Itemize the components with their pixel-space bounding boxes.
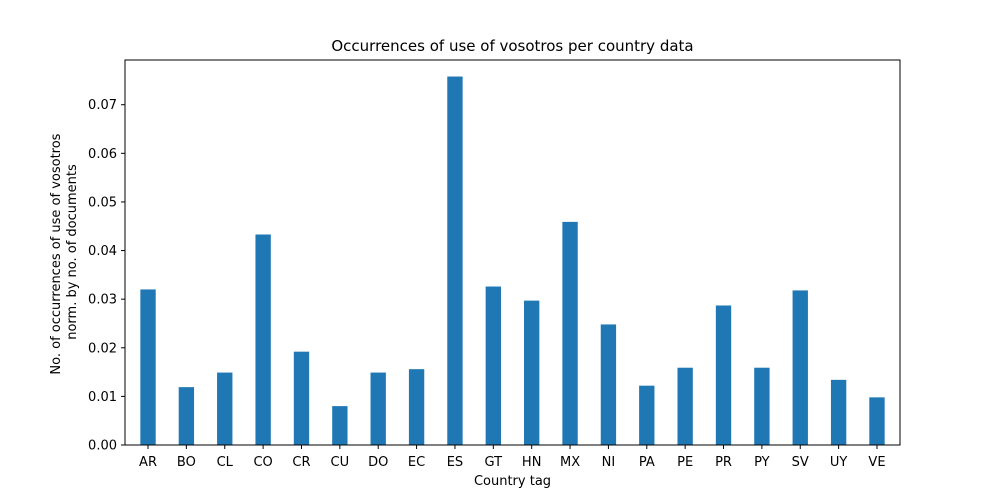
bar-co (255, 234, 271, 445)
bar-do (370, 372, 386, 445)
y-tick-label: 0.07 (88, 98, 117, 113)
bar-gt (485, 286, 501, 445)
x-tick-label-ar: AR (139, 455, 157, 470)
y-tick-label: 0.05 (88, 195, 117, 210)
x-tick-label-hn: HN (522, 455, 542, 470)
x-tick-label-co: CO (253, 455, 272, 470)
x-tick-label-gt: GT (485, 455, 503, 470)
bar-ec (408, 369, 425, 445)
x-tick-label-pr: PR (715, 455, 732, 470)
bar-pr (715, 305, 732, 445)
y-tick-label: 0.06 (88, 147, 117, 162)
y-axis-label-line-1: No. of occurrences of use of vosotros (49, 133, 64, 374)
x-tick-label-py: PY (754, 455, 770, 470)
bar-mx (562, 221, 578, 445)
y-axis-label-line-2: norm. by no. of documents (65, 164, 80, 340)
x-tick-label-pa: PA (639, 455, 655, 470)
x-tick-label-pe: PE (677, 455, 693, 470)
bar-cu (332, 406, 348, 445)
bar-ve (869, 397, 885, 445)
bar-group (140, 76, 885, 446)
x-tick-label-do: DO (368, 455, 388, 470)
bar-uy (830, 379, 847, 445)
x-tick-label-cl: CL (217, 455, 234, 470)
y-axis-label: No. of occurrences of use of vosotros no… (49, 129, 80, 374)
x-tick-label-bo: BO (177, 455, 196, 470)
x-tick-label-cr: CR (292, 455, 310, 470)
bar-pa (639, 385, 655, 445)
y-tick-label: 0.03 (88, 293, 117, 308)
x-axis-label: Country tag (474, 474, 551, 489)
bar-pe (677, 367, 693, 445)
bar-bo (178, 387, 195, 445)
y-tick-label: 0.04 (88, 244, 117, 259)
x-tick-label-ve: VE (868, 455, 885, 470)
x-tick-label-ni: NI (602, 455, 616, 470)
bar-cr (293, 351, 310, 445)
bar-hn (524, 300, 540, 446)
plot-area-frame (124, 59, 901, 446)
bar-py (754, 367, 770, 445)
x-axis-ticks: AR BO CL CO CR CU DO EC ES GT HN MX NI PA PE PR PY SV UY VE (139, 445, 886, 470)
y-tick-label: 0.01 (88, 390, 117, 405)
bar-cl (217, 372, 233, 445)
y-axis-ticks: 0.00 0.01 0.02 0.03 0.04 0.05 0.06 0.07 (88, 98, 125, 454)
bar-ni (600, 324, 617, 445)
x-tick-label-cu: CU (331, 455, 350, 470)
x-tick-label-es: ES (447, 455, 463, 470)
bar-sv (792, 290, 808, 445)
x-tick-label-sv: SV (792, 455, 809, 470)
x-tick-label-ec: EC (408, 455, 425, 470)
bar-es (447, 76, 463, 445)
y-tick-label: 0.00 (88, 439, 117, 454)
bar-ar (140, 289, 156, 445)
y-tick-label: 0.02 (88, 341, 117, 356)
x-tick-label-mx: MX (560, 455, 580, 470)
chart-title: Occurrences of use of vosotros per count… (331, 37, 693, 55)
x-tick-label-uy: UY (830, 455, 848, 470)
